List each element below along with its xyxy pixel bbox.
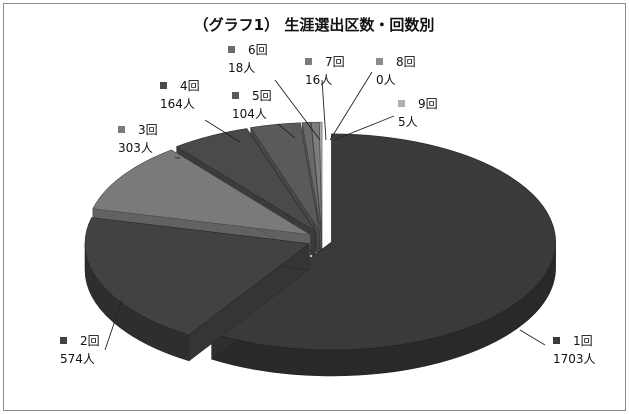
legend-key-2 <box>60 337 67 344</box>
data-label-2: 2回 574人 <box>60 299 123 366</box>
legend-key-8 <box>376 58 383 65</box>
legend-key-7 <box>305 58 312 65</box>
leader-line-8 <box>329 71 373 141</box>
pie-slice-top-4 <box>175 128 316 232</box>
value-label-2: 574人 <box>60 352 95 366</box>
leader-line-6 <box>274 79 321 141</box>
leader-line-5 <box>277 123 296 139</box>
chart-title: （グラフ1） 生涯選出区数・回数別 <box>194 16 435 34</box>
legend-key-6 <box>228 46 235 53</box>
legend-key-3 <box>118 126 125 133</box>
category-label-2: 2回 <box>80 334 100 348</box>
category-label-9: 9回 <box>418 97 438 111</box>
category-label-8: 8回 <box>396 55 416 69</box>
data-label-3: 3回 303人 <box>118 123 180 159</box>
value-label-6: 18人 <box>228 61 255 75</box>
category-label-1: 1回 <box>573 334 593 348</box>
legend-key-1 <box>553 337 560 344</box>
pie-slice-top-9 <box>319 121 323 231</box>
leader-line-1 <box>519 329 546 346</box>
value-label-9: 5人 <box>398 115 418 129</box>
data-label-5: 5回 104人 <box>232 89 296 139</box>
value-label-7: 16人 <box>305 73 332 87</box>
category-label-3: 3回 <box>138 123 158 137</box>
pie-slice-top-7 <box>311 121 322 231</box>
leader-line-4 <box>204 119 241 143</box>
pie-slice-top-3 <box>92 149 311 235</box>
leader-line-9 <box>333 115 395 141</box>
value-label-3: 303人 <box>118 141 153 155</box>
value-label-1: 1703人 <box>553 352 596 366</box>
legend-key-9 <box>398 100 405 107</box>
category-label-4: 4回 <box>180 79 200 93</box>
data-label-1: 1回 1703人 <box>519 329 596 366</box>
value-label-4: 164人 <box>160 97 195 111</box>
leader-line-2 <box>104 299 123 351</box>
category-label-5: 5回 <box>252 89 272 103</box>
pie-slice-top-2 <box>84 217 310 336</box>
legend-key-4 <box>160 82 167 89</box>
leader-line-7 <box>321 79 327 141</box>
pie-slice-top-1 <box>211 133 556 351</box>
legend-key-5 <box>232 92 239 99</box>
pie-slice-2 <box>84 217 310 362</box>
data-label-4: 4回 164人 <box>160 79 241 143</box>
pie-slice-top-5 <box>250 122 320 231</box>
value-label-8: 0人 <box>376 73 396 87</box>
category-label-7: 7回 <box>325 55 345 69</box>
value-label-5: 104人 <box>232 107 267 121</box>
category-label-6: 6回 <box>248 43 268 57</box>
